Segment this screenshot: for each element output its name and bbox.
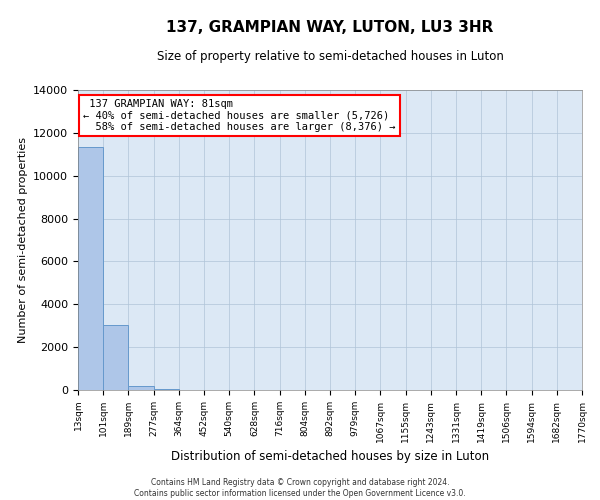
Text: 137, GRAMPIAN WAY, LUTON, LU3 3HR: 137, GRAMPIAN WAY, LUTON, LU3 3HR: [166, 20, 494, 35]
Bar: [154, 389, 179, 390]
X-axis label: Distribution of semi-detached houses by size in Luton: Distribution of semi-detached houses by …: [171, 450, 489, 463]
Bar: [103, 324, 128, 390]
Bar: [78, 147, 103, 390]
Text: Contains HM Land Registry data © Crown copyright and database right 2024.
Contai: Contains HM Land Registry data © Crown c…: [134, 478, 466, 498]
Y-axis label: Number of semi-detached properties: Number of semi-detached properties: [17, 137, 28, 343]
Text: 137 GRAMPIAN WAY: 81sqm
← 40% of semi-detached houses are smaller (5,726)
  58% : 137 GRAMPIAN WAY: 81sqm ← 40% of semi-de…: [83, 99, 395, 132]
Text: Size of property relative to semi-detached houses in Luton: Size of property relative to semi-detach…: [157, 50, 503, 63]
Bar: [128, 386, 154, 390]
